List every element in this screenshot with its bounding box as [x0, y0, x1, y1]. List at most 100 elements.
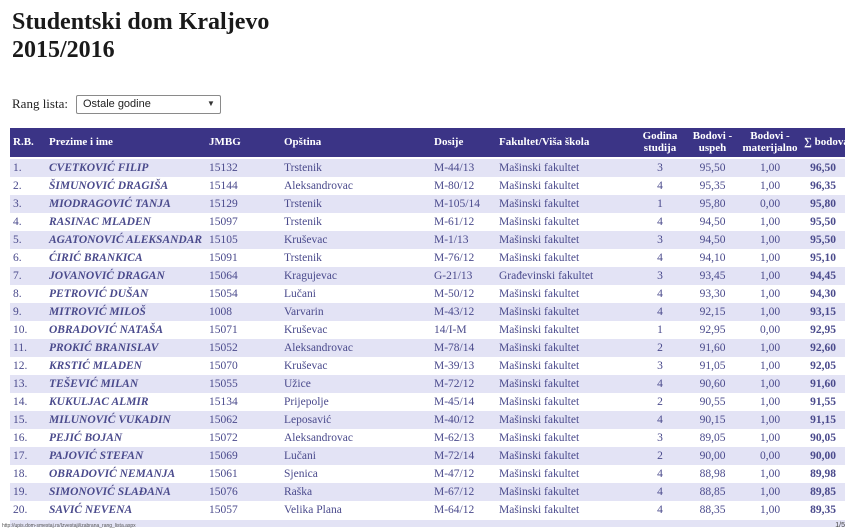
cell-suma: 95,50: [810, 233, 836, 246]
cell-jmbg: 15076: [209, 485, 238, 498]
cell-rb: 20.: [13, 503, 28, 516]
cell-dosije: M-50/12: [434, 287, 475, 300]
cell-opstina: Sjenica: [284, 467, 318, 480]
cell-godina: 4: [657, 413, 663, 426]
cell-uspeh: 94,50: [699, 215, 726, 228]
cell-jmbg: 15091: [209, 251, 238, 264]
cell-uspeh: 91,60: [699, 341, 726, 354]
cell-opstina: Trstenik: [284, 197, 322, 210]
cell-dosije: M-45/14: [434, 395, 475, 408]
cell-jmbg: 1008: [209, 305, 232, 318]
cell-fakultet: Mašinski fakultet: [499, 377, 580, 390]
cell-opstina: Raška: [284, 485, 313, 498]
cell-name: PEJIĆ BOJAN: [49, 431, 123, 444]
cell-uspeh: 91,05: [699, 359, 726, 372]
rang-lista-selected-value: Ostale godine: [82, 98, 151, 111]
cell-dosije: 14/I-M: [434, 323, 467, 336]
cell-fakultet: Mašinski fakultet: [499, 431, 580, 444]
cell-rb: 18.: [13, 467, 28, 480]
cell-suma: 91,55: [810, 395, 836, 408]
cell-opstina: Varvarin: [284, 305, 324, 318]
cell-jmbg: 15134: [209, 395, 238, 408]
cell-name: SIMONOVIĆ SLAĐANA: [49, 485, 171, 498]
cell-fakultet: Mašinski fakultet: [499, 323, 580, 336]
cell-name: MIODRAGOVIĆ TANJA: [49, 197, 171, 210]
cell-fakultet: Mašinski fakultet: [499, 467, 580, 480]
col-header-godina: Godina studija: [634, 127, 686, 159]
cell-jmbg: 15070: [209, 359, 238, 372]
cell-jmbg: 15105: [209, 233, 238, 246]
cell-dosije: M-76/12: [434, 251, 475, 264]
cell-jmbg: 15052: [209, 341, 238, 354]
cell-name: ŠIMUNOVIĆ DRAGIŠA: [49, 179, 169, 192]
cell-opstina: Lučani: [284, 287, 316, 300]
cell-rb: 9.: [13, 305, 22, 318]
cell-suma: 89,98: [810, 467, 836, 480]
cell-rb: 11.: [13, 341, 27, 354]
page-title: Studentski dom Kraljevo 2015/2016: [12, 8, 845, 65]
cell-name: PROKIĆ BRANISLAV: [49, 341, 159, 354]
cell-fakultet: Mašinski fakultet: [499, 359, 580, 372]
cell-dosije: M-1/13: [434, 233, 469, 246]
cell-fakultet: Mašinski fakultet: [499, 251, 580, 264]
cell-dosije: M-44/13: [434, 161, 475, 174]
cell-opstina: Trstenik: [284, 215, 322, 228]
cell-materijalno: 1,00: [759, 485, 781, 498]
cell-materijalno: 1,00: [759, 503, 781, 516]
cell-materijalno: 1,00: [759, 233, 781, 246]
table-row: 2. ŠIMUNOVIĆ DRAGIŠA 15144 Aleksandrovac M-8…: [10, 176, 845, 195]
table-row: 6. ĆIRIĆ BRANKICA 15091 Trstenik M-76/12 Maši…: [10, 248, 845, 267]
cell-name: MITROVIĆ MILOŠ: [49, 305, 146, 318]
empty-row-strip: [10, 519, 845, 527]
cell-suma: 89,85: [810, 485, 836, 498]
page-title-line1: Studentski dom Kraljevo: [12, 9, 270, 35]
cell-materijalno: 1,00: [759, 431, 781, 444]
rang-lista-select[interactable]: Ostale godine ▼: [75, 94, 221, 114]
cell-opstina: Trstenik: [284, 251, 322, 264]
cell-dosije: M-39/13: [434, 359, 475, 372]
table-row: 12. KRSTIĆ MLADEN 15070 Kruševac M-39/13 Maši…: [10, 356, 845, 375]
cell-godina: 4: [657, 305, 663, 318]
cell-name: TEŠEVIĆ MILAN: [49, 377, 139, 390]
cell-rb: 6.: [13, 251, 22, 264]
cell-uspeh: 88,35: [699, 503, 726, 516]
cell-godina: 1: [657, 323, 663, 336]
cell-jmbg: 15055: [209, 377, 238, 390]
cell-godina: 1: [657, 197, 663, 210]
cell-dosije: G-21/13: [434, 269, 473, 282]
cell-materijalno: 1,00: [759, 179, 781, 192]
cell-dosije: M-43/12: [434, 305, 475, 318]
cell-dosije: M-72/14: [434, 449, 475, 462]
cell-godina: 2: [657, 449, 663, 462]
table-body: 1. CVETKOVIĆ FILIP 15132 Trstenik M-44/13 Maš…: [10, 157, 845, 519]
cell-uspeh: 93,45: [699, 269, 726, 282]
cell-fakultet: Mašinski fakultet: [499, 413, 580, 426]
cell-godina: 2: [657, 341, 663, 354]
cell-godina: 3: [657, 269, 663, 282]
cell-dosije: M-72/12: [434, 377, 475, 390]
cell-godina: 4: [657, 251, 663, 264]
cell-rb: 7.: [13, 269, 22, 282]
cell-suma: 96,35: [810, 179, 836, 192]
cell-rb: 13.: [13, 377, 28, 390]
col-header-bodovi-uspeh: Bodovi - uspeh: [686, 127, 739, 159]
cell-materijalno: 0,00: [759, 197, 781, 210]
cell-godina: 4: [657, 215, 663, 228]
cell-dosije: M-67/12: [434, 485, 475, 498]
cell-name: ĆIRIĆ BRANKICA: [49, 251, 143, 264]
cell-jmbg: 15057: [209, 503, 238, 516]
cell-name: CVETKOVIĆ FILIP: [49, 161, 149, 174]
cell-fakultet: Mašinski fakultet: [499, 179, 580, 192]
cell-opstina: Kragujevac: [284, 269, 337, 282]
table-row: 5. AGATONOVIĆ ALEKSANDAR 15105 Kruševac M-1/…: [10, 230, 845, 249]
cell-name: SAVIĆ NEVENA: [49, 503, 133, 516]
cell-uspeh: 95,35: [699, 179, 726, 192]
table-row: 20. SAVIĆ NEVENA 15057 Velika Plana M-64/12 M…: [10, 500, 845, 519]
table-row: 16. PEJIĆ BOJAN 15072 Aleksandrovac M-62/13 M…: [10, 428, 845, 447]
cell-suma: 91,15: [810, 413, 836, 426]
cell-name: JOVANOVIĆ DRAGAN: [49, 269, 165, 282]
cell-suma: 96,50: [810, 161, 836, 174]
cell-jmbg: 15129: [209, 197, 238, 210]
cell-jmbg: 15054: [209, 287, 238, 300]
cell-uspeh: 94,50: [699, 233, 726, 246]
